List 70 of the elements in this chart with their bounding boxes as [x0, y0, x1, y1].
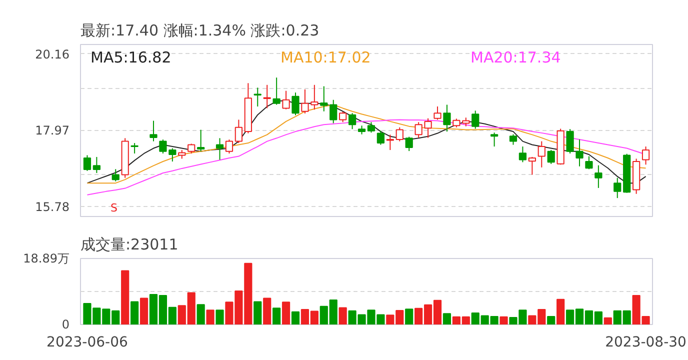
candlestick	[83, 154, 92, 172]
bar	[604, 317, 612, 324]
bar	[216, 310, 224, 324]
candlestick	[509, 134, 518, 146]
candlestick	[92, 156, 100, 174]
candlestick	[642, 146, 650, 166]
candlestick	[576, 139, 584, 167]
candlestick	[434, 106, 442, 120]
candlestick	[490, 132, 498, 148]
candlestick	[339, 111, 347, 123]
candlestick	[405, 136, 413, 152]
bar	[442, 313, 452, 324]
bar	[556, 298, 565, 324]
bar	[196, 304, 205, 324]
bar	[282, 302, 290, 324]
candlestick	[538, 140, 546, 168]
bar	[140, 298, 148, 324]
bar	[500, 316, 508, 324]
bar	[130, 301, 139, 324]
candlestick	[225, 139, 234, 154]
candlestick	[348, 112, 356, 130]
candlestick	[150, 120, 158, 142]
candlestick	[254, 87, 262, 107]
bar	[121, 270, 130, 324]
candlestick	[367, 122, 376, 134]
candlestick	[320, 86, 328, 112]
y-tick-label: 15.78	[35, 200, 70, 214]
candlestick	[472, 110, 480, 130]
text: MA20:17.34	[470, 48, 561, 66]
candlestick	[282, 90, 290, 110]
candlestick	[112, 168, 120, 182]
y-tick-label: 0	[62, 318, 70, 332]
candlestick	[234, 119, 243, 144]
candlestick	[263, 84, 271, 109]
candlestick	[292, 92, 300, 116]
candlestick	[386, 134, 394, 150]
bar	[263, 298, 272, 324]
annotation: S	[110, 202, 118, 214]
candlestick	[396, 126, 404, 142]
chart-title: 最新:17.40 涨幅:1.34% 涨跌:0.23	[80, 22, 320, 40]
bar	[254, 301, 262, 324]
bar	[291, 311, 300, 324]
bar	[547, 316, 556, 324]
candlestick	[443, 104, 451, 132]
candlestick	[547, 150, 555, 164]
candlestick	[272, 77, 280, 106]
x-tick-label: 2023-08-30	[605, 334, 686, 350]
x-tick-label: 2023-06-06	[46, 334, 128, 350]
candlestick	[518, 146, 527, 163]
candlestick	[528, 156, 536, 176]
text: MA10:17.02	[280, 48, 371, 66]
candlestick	[566, 128, 574, 154]
bar	[405, 308, 414, 324]
y-tick-label: 20.16	[35, 47, 70, 62]
chart-title: 成交量:23011	[80, 236, 178, 254]
y-tick-label: 17.97	[35, 124, 70, 138]
candlestick	[376, 130, 385, 146]
candlestick	[197, 129, 205, 152]
candlestick	[594, 164, 602, 188]
bar	[272, 308, 281, 324]
text: MA5:16.82	[90, 48, 172, 66]
candlestick	[130, 142, 138, 154]
bar	[338, 307, 347, 324]
candlestick	[330, 99, 338, 124]
candlestick	[188, 143, 196, 154]
candlestick	[216, 138, 224, 160]
y-tick-label: 18.89万	[23, 252, 70, 266]
candlestick	[614, 177, 622, 199]
candlestick	[585, 156, 593, 170]
bar	[206, 310, 214, 324]
